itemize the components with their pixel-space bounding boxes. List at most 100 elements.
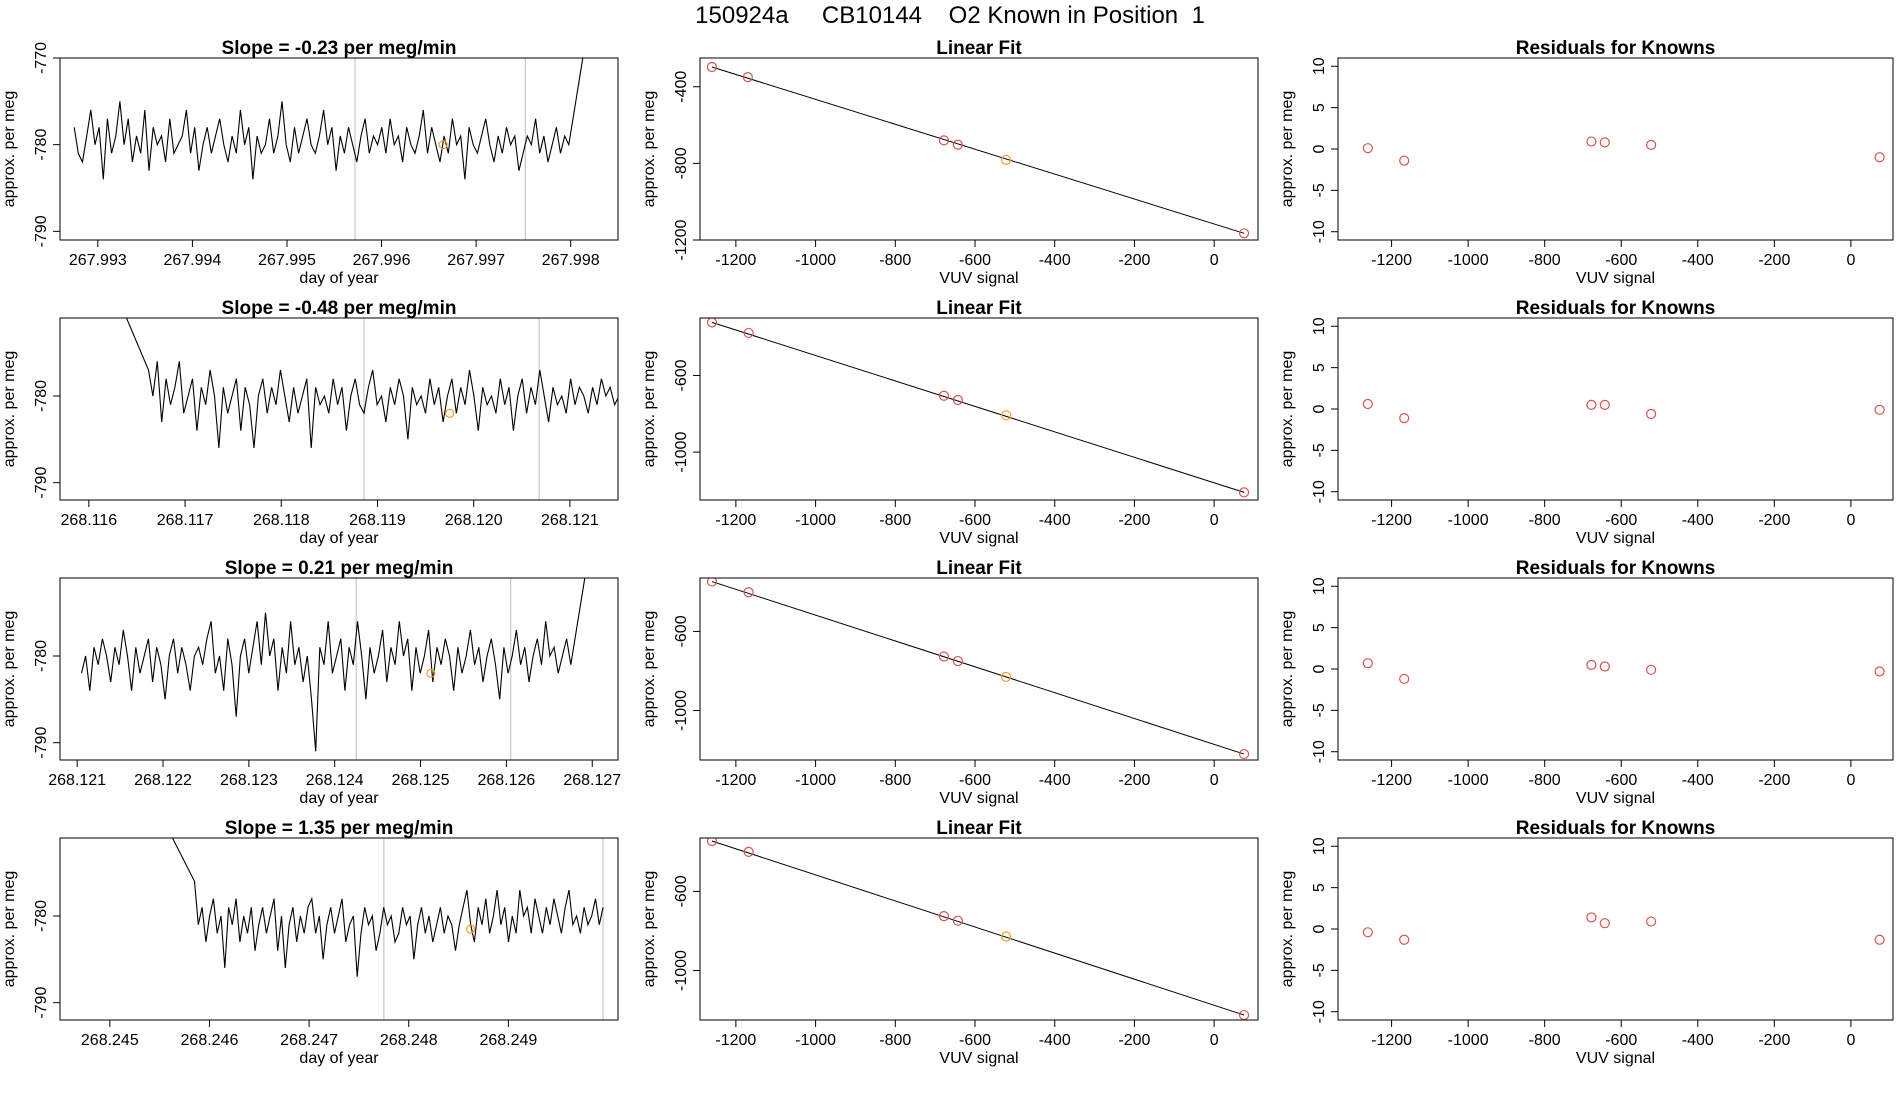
- x-tick-label: 268.122: [134, 772, 192, 789]
- x-axis-label: VUV signal: [1576, 270, 1655, 287]
- plot-frame: [699, 837, 1259, 1021]
- x-tick-label: 267.998: [542, 252, 600, 269]
- x-tick-label: -600: [1605, 772, 1637, 789]
- data-point: [1399, 934, 1410, 945]
- x-tick-label: -200: [1758, 1032, 1790, 1049]
- data-point: [1645, 916, 1657, 927]
- data-point: [706, 838, 718, 847]
- plot-frame: [59, 577, 619, 761]
- x-tick-label: 268.124: [306, 772, 364, 789]
- x-tick-label: 268.249: [479, 1032, 537, 1049]
- panel-data: [125, 318, 618, 500]
- x-tick-label: -1200: [1371, 772, 1412, 789]
- x-tick-label: -800: [879, 772, 911, 789]
- panel-5: Linear Fit -1200 -1000 -800 -600 -400 -200 0 VUV…: [641, 298, 1259, 547]
- panel-data: [706, 838, 1250, 1020]
- x-tick-label: -200: [1118, 1032, 1150, 1049]
- data-point: [706, 61, 718, 73]
- data-point: [1399, 673, 1410, 685]
- data-point: [743, 327, 754, 339]
- x-tick-label: 0: [1210, 1032, 1219, 1049]
- x-tick-label: -1000: [1448, 772, 1489, 789]
- x-tick-label: -1000: [795, 252, 836, 269]
- x-tick-label: -1200: [715, 252, 756, 269]
- panel-9: Residuals for Knowns-1200 -1000 -800 -600 -4…: [1279, 558, 1894, 807]
- data-point: [706, 578, 718, 587]
- y-tick-label: -5: [1311, 183, 1328, 197]
- data-point: [1599, 137, 1610, 148]
- y-axis-label: approx. per meg: [641, 871, 658, 988]
- y-tick-label: 0: [1311, 404, 1328, 413]
- y-tick-label: 10: [1311, 837, 1328, 855]
- x-tick-label: -400: [1682, 512, 1714, 529]
- data-point: [1874, 934, 1885, 945]
- y-tick-label: -790: [33, 215, 50, 247]
- x-tick-label: -1000: [795, 772, 836, 789]
- x-tick-label: 268.119: [349, 512, 406, 529]
- data-point: [1399, 155, 1410, 166]
- y-axis-label: approx. per meg: [1, 611, 18, 728]
- y-tick-label: -600: [673, 875, 690, 907]
- x-tick-label: -400: [1682, 252, 1714, 269]
- x-tick-label: -800: [1529, 1032, 1561, 1049]
- x-axis-label: VUV signal: [939, 270, 1018, 287]
- panel-title: Linear Fit: [936, 298, 1022, 319]
- y-tick-label: -1200: [673, 219, 690, 260]
- x-axis-label: VUV signal: [939, 1050, 1018, 1067]
- y-tick-label: 5: [1311, 363, 1328, 372]
- data-point: [1001, 931, 1012, 942]
- plot-frame: [59, 317, 619, 501]
- x-tick-label: 268.246: [181, 1032, 239, 1049]
- x-tick-label: -1000: [1448, 252, 1489, 269]
- y-axis-label: approx. per meg: [1279, 611, 1296, 728]
- fit-line: [711, 840, 1245, 1016]
- x-tick-label: 268.117: [157, 512, 214, 529]
- data-point: [1599, 918, 1610, 929]
- x-tick-label: -1200: [715, 772, 756, 789]
- data-point: [952, 394, 963, 406]
- data-point: [1362, 143, 1373, 154]
- x-axis-label: day of year: [299, 530, 379, 547]
- x-tick-label: 268.120: [445, 512, 503, 529]
- data-point: [1586, 659, 1597, 670]
- y-tick-label: 5: [1311, 103, 1328, 112]
- panel-11: Linear Fit -1200 -1000 -800 -600 -400 -200 0 VUV…: [641, 818, 1259, 1067]
- x-tick-label: 0: [1846, 1032, 1855, 1049]
- panel-title: Residuals for Knowns: [1516, 298, 1716, 319]
- y-axis-label: approx. per meg: [1279, 91, 1296, 208]
- x-tick-label: -1200: [1371, 512, 1412, 529]
- x-axis-label: day of year: [299, 790, 379, 807]
- y-tick-label: -800: [673, 147, 690, 179]
- y-tick-label: -1000: [673, 690, 690, 731]
- panel-data: [80, 578, 586, 760]
- x-tick-label: 0: [1210, 512, 1219, 529]
- x-tick-label: 0: [1846, 252, 1855, 269]
- plot-frame: [1337, 57, 1894, 241]
- x-tick-label: -800: [879, 512, 911, 529]
- data-point: [1362, 658, 1373, 669]
- fit-line: [711, 321, 1245, 493]
- y-tick-label: -790: [33, 987, 50, 1019]
- x-tick-label: 268.126: [477, 772, 535, 789]
- y-tick-label: -770: [33, 42, 50, 74]
- highlight-point: [445, 408, 455, 418]
- y-tick-label: -5: [1311, 963, 1328, 977]
- x-tick-label: -200: [1118, 512, 1150, 529]
- data-point: [1001, 671, 1012, 683]
- x-tick-label: 0: [1846, 772, 1855, 789]
- figure-title: 150924a CB10144 O2 Known in Position 1: [695, 2, 1205, 29]
- y-tick-label: -10: [1311, 220, 1328, 243]
- x-tick-label: -800: [879, 252, 911, 269]
- plot-frame: [699, 317, 1259, 501]
- x-tick-label: -400: [1039, 1032, 1071, 1049]
- panel-title: Slope = 0.21 per meg/min: [225, 558, 454, 579]
- x-tick-label: -1000: [1448, 1032, 1489, 1049]
- data-point: [938, 651, 950, 662]
- data-point: [1362, 398, 1373, 410]
- data-series-line: [73, 58, 584, 180]
- panel-12: Residuals for Knowns-1200 -1000 -800 -600 -4…: [1279, 818, 1894, 1067]
- x-tick-label: -400: [1682, 1032, 1714, 1049]
- panel-data: [706, 578, 1250, 760]
- data-point: [1399, 413, 1410, 424]
- x-tick-label: -800: [879, 1032, 911, 1049]
